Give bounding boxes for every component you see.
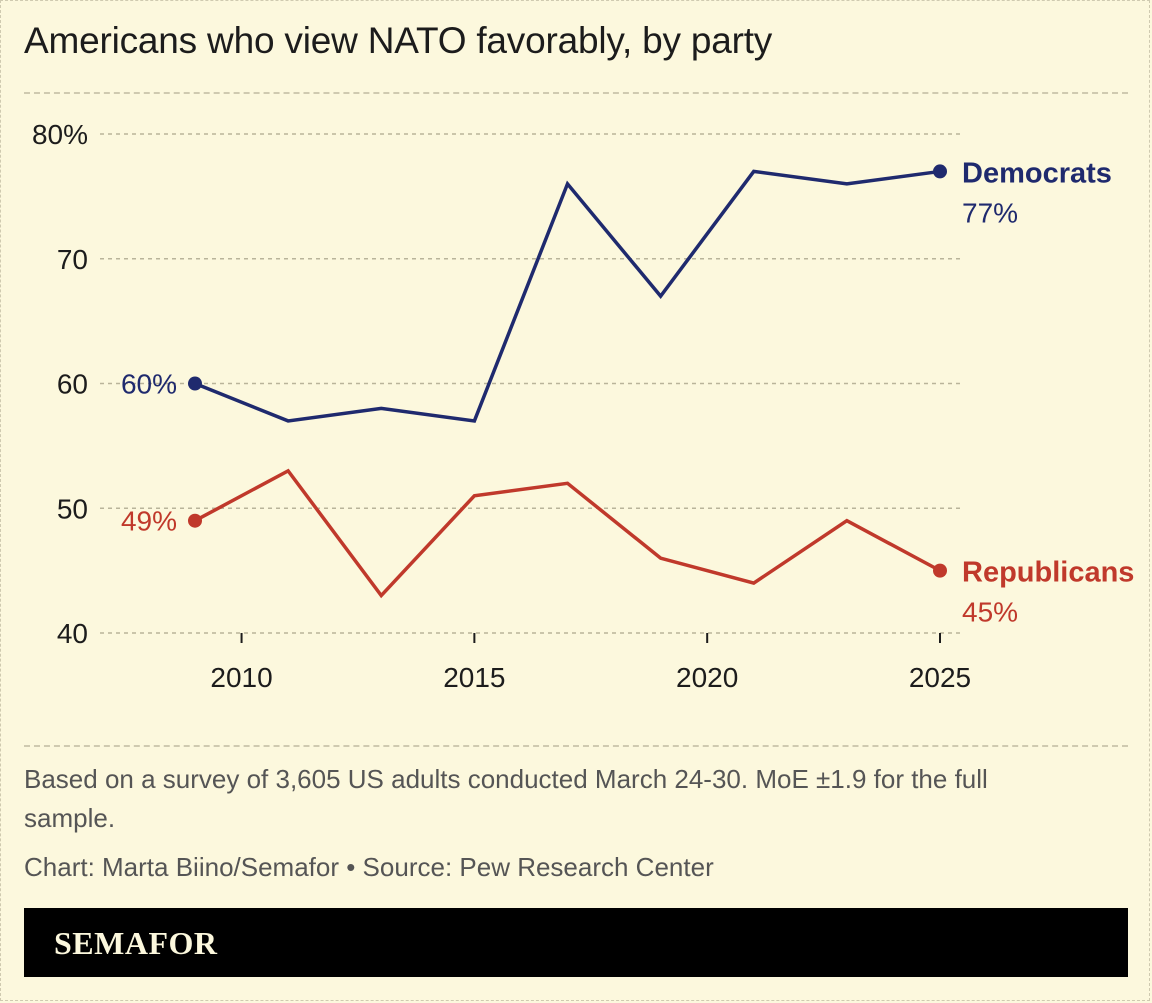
x-tick-label-2015: 2015 <box>443 662 505 693</box>
semafor-logo: SEMAFOR <box>54 925 218 961</box>
republicans-line <box>194 468 941 599</box>
republicans-end-label: 45% <box>962 597 1018 628</box>
top-divider <box>24 92 1128 94</box>
democrats-end-dot <box>933 164 947 179</box>
republicans-end-dot <box>933 563 947 578</box>
footer-bar: SEMAFOR <box>24 908 1128 977</box>
y-tick-label-40: 40 <box>57 618 88 649</box>
democrats-end-label: 77% <box>962 197 1018 228</box>
chart-title: Americans who view NATO favorably, by pa… <box>24 20 773 61</box>
x-tick-label-2020: 2020 <box>676 662 738 693</box>
republicans-start-label: 49% <box>121 506 177 537</box>
y-tick-label-50: 50 <box>57 493 88 524</box>
democrats-start-dot <box>188 376 202 391</box>
survey-note: Based on a survey of 3,605 US adults con… <box>24 764 988 833</box>
y-tick-label-80: 80% <box>32 119 88 150</box>
line-chart: 40 50 60 70 80% 2010 2015 2020 2025 60% Democrats 7… <box>32 119 1134 693</box>
democrats-start-label: 60% <box>121 369 177 400</box>
republicans-series-name: Republicans <box>962 557 1134 589</box>
y-tick-label-70: 70 <box>57 244 88 275</box>
x-tick-label-2025: 2025 <box>909 662 971 693</box>
y-tick-label-60: 60 <box>57 369 88 400</box>
democrats-series-name: Democrats <box>962 157 1112 189</box>
x-tick-label-2010: 2010 <box>210 662 272 693</box>
chart-credit: Chart: Marta Biino/Semafor • Source: Pew… <box>24 852 714 882</box>
republicans-start-dot <box>188 513 202 528</box>
bottom-divider <box>24 745 1128 747</box>
